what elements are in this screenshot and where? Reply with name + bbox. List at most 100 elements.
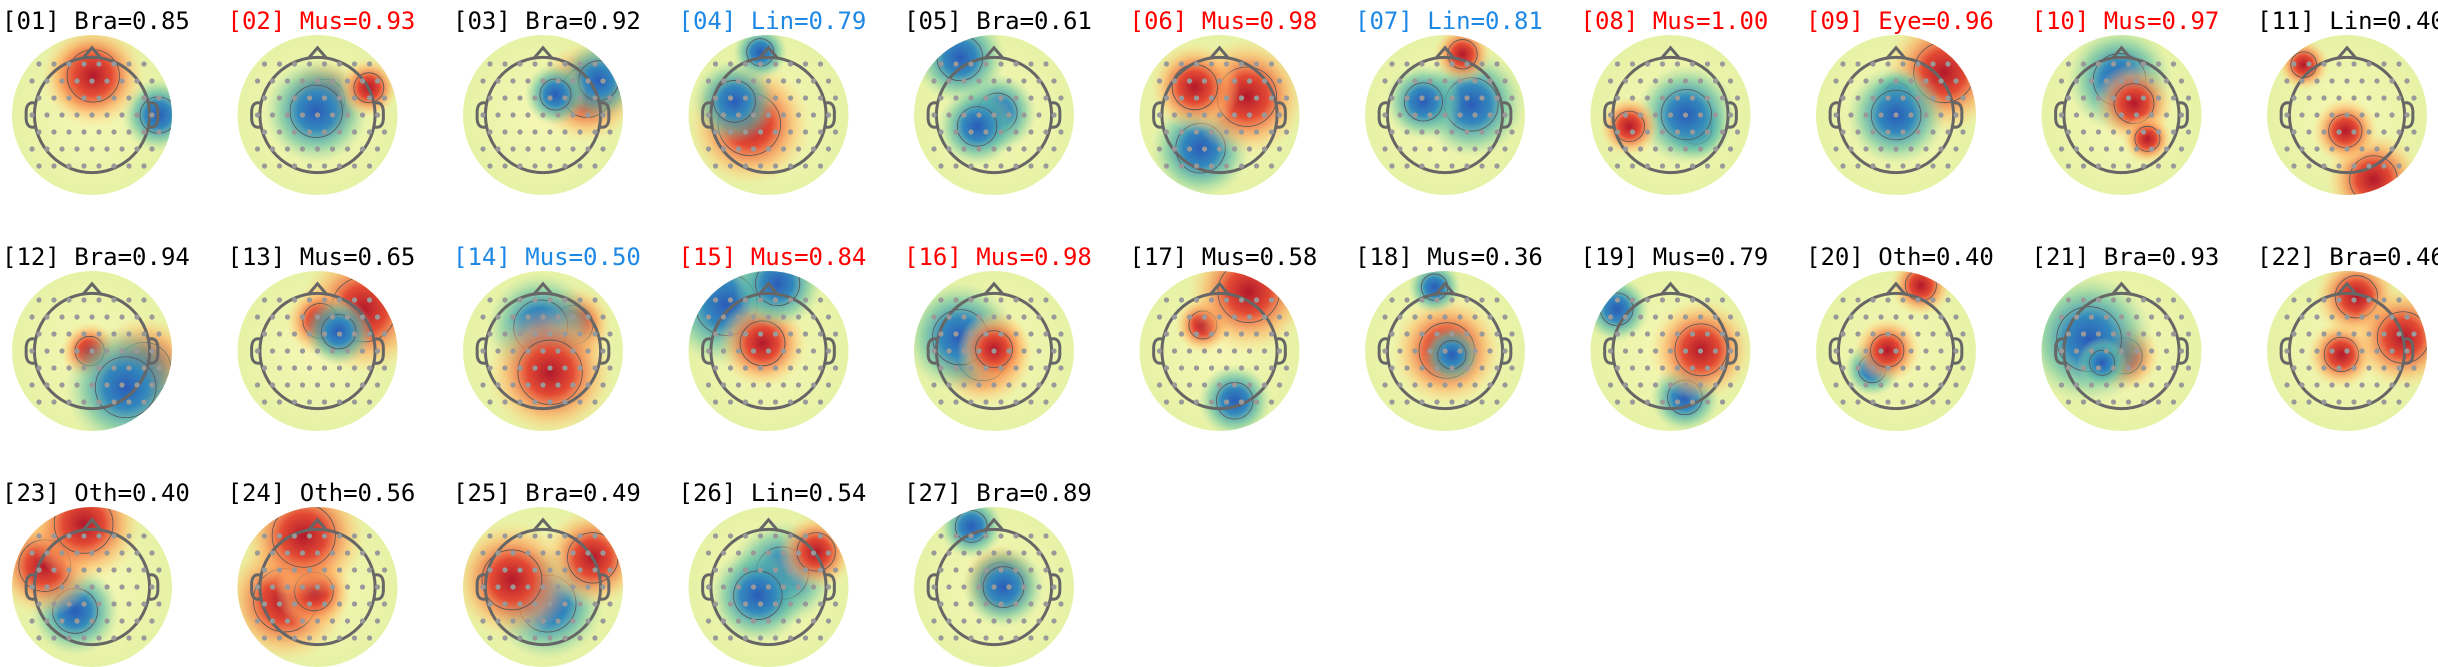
- component-label: [11] Lin=0.40: [2257, 7, 2438, 35]
- electrode: [1193, 365, 1200, 371]
- electrode: [1013, 567, 1019, 573]
- electrode: [1043, 129, 1049, 135]
- electrode: [1178, 129, 1185, 135]
- electrode: [66, 95, 72, 101]
- electrode: [931, 78, 937, 84]
- electrode: [141, 567, 147, 573]
- electrode: [502, 61, 508, 67]
- electrode: [1637, 146, 1644, 152]
- electrode: [321, 163, 328, 169]
- electrode: [359, 618, 366, 624]
- electrode: [525, 584, 531, 590]
- electrode: [772, 61, 779, 67]
- electrode: [1449, 95, 1455, 101]
- electrode: [1268, 297, 1275, 303]
- electrode: [1201, 78, 1208, 84]
- electrode: [29, 112, 35, 118]
- component-label: [25] Bra=0.49: [453, 479, 641, 507]
- electrode: [968, 95, 974, 101]
- topomap: [688, 35, 849, 195]
- electrode: [1006, 314, 1012, 320]
- electrode: [149, 584, 155, 590]
- electrode: [126, 297, 132, 303]
- electrode: [2170, 95, 2177, 101]
- electrode: [1855, 297, 1861, 303]
- electrode: [577, 297, 583, 303]
- electrode: [720, 584, 727, 590]
- electrode: [600, 382, 606, 388]
- electrode: [1659, 61, 1666, 67]
- electrode: [968, 601, 974, 607]
- electrode: [787, 61, 794, 67]
- electrode: [1051, 348, 1057, 354]
- electrode: [351, 399, 358, 405]
- electrode: [2080, 297, 2087, 303]
- electrode: [269, 584, 276, 590]
- electrode: [487, 163, 493, 169]
- electrode: [1848, 348, 1854, 354]
- ear: [701, 337, 712, 365]
- electrode: [1472, 348, 1478, 354]
- electrode: [502, 567, 508, 573]
- electrode: [705, 78, 712, 84]
- electrode: [359, 146, 366, 152]
- electrode: [1945, 365, 1951, 371]
- ear: [148, 101, 160, 129]
- electrode: [953, 399, 959, 405]
- electrode: [547, 129, 553, 135]
- electrode: [2344, 382, 2350, 388]
- electrode: [1006, 146, 1012, 152]
- electrode: [510, 78, 516, 84]
- electrode: [1734, 129, 1741, 135]
- map-blob: [962, 546, 1045, 628]
- electrode: [299, 382, 306, 388]
- electrode: [585, 618, 591, 624]
- topomap: [237, 35, 398, 195]
- electrode: [502, 129, 508, 135]
- electrode: [1382, 78, 1388, 84]
- electrode: [802, 533, 809, 539]
- electrode: [487, 365, 493, 371]
- electrode: [1043, 399, 1049, 405]
- electrode: [36, 129, 42, 135]
- ear: [2403, 337, 2415, 365]
- electrode: [1644, 399, 1651, 405]
- electrode: [1607, 78, 1614, 84]
- electrode: [510, 112, 516, 118]
- electrode: [1404, 61, 1410, 67]
- electrode: [817, 95, 824, 101]
- electrode: [2306, 129, 2312, 135]
- electrode: [111, 635, 117, 641]
- electrode: [126, 61, 132, 67]
- electrode: [1930, 365, 1936, 371]
- electrode: [59, 618, 65, 624]
- electrode: [1156, 348, 1163, 354]
- electrode: [1689, 129, 1696, 135]
- electrode: [832, 95, 839, 101]
- electrode: [487, 533, 493, 539]
- electrode: [381, 365, 388, 371]
- electrode: [2133, 78, 2140, 84]
- electrode: [134, 146, 140, 152]
- electrode: [510, 146, 516, 152]
- electrode: [2359, 78, 2365, 84]
- electrode: [1487, 382, 1493, 388]
- electrode: [261, 61, 268, 67]
- electrode: [1457, 348, 1463, 354]
- electrode: [1945, 399, 1951, 405]
- electrode: [1637, 314, 1644, 320]
- electrode: [1397, 348, 1403, 354]
- electrode: [2065, 95, 2072, 101]
- electrode: [119, 618, 125, 624]
- electrode: [44, 314, 50, 320]
- electrode: [1013, 129, 1019, 135]
- electrode: [2366, 163, 2372, 169]
- electrode: [1652, 382, 1659, 388]
- nose: [983, 517, 1005, 532]
- electrode: [712, 365, 719, 371]
- electrode: [126, 635, 132, 641]
- electrode: [1878, 314, 1884, 320]
- electrode: [1021, 314, 1027, 320]
- electrode: [81, 601, 87, 607]
- electrode: [2178, 112, 2185, 118]
